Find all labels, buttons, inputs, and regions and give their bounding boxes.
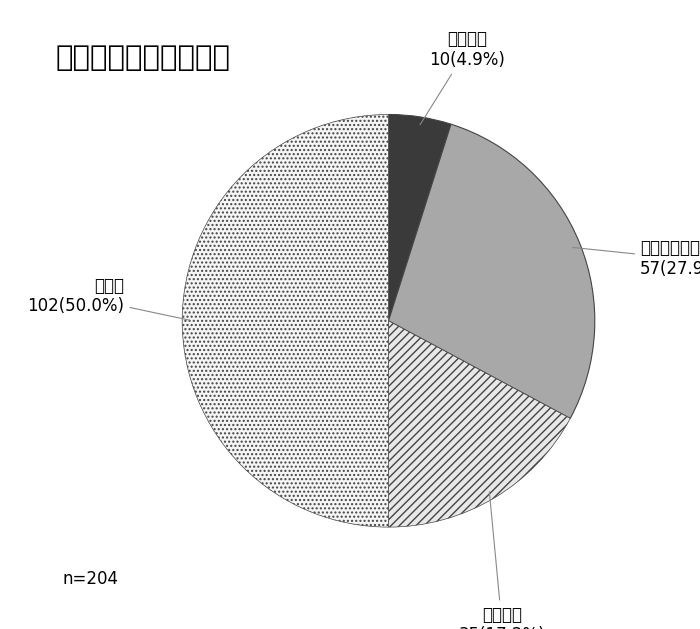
Text: 増加した
35(17.2%): 増加した 35(17.2%) [458,492,545,629]
Text: 軽減した
10(4.9%): 軽減した 10(4.9%) [420,30,505,125]
Text: あまり変化がない
57(27.9%): あまり変化がない 57(27.9%) [573,240,700,278]
Wedge shape [389,124,595,418]
Text: 薬剤師の対人業務時間: 薬剤師の対人業務時間 [56,44,231,72]
Wedge shape [182,114,388,527]
Wedge shape [389,114,451,321]
Text: 無回答
102(50.0%): 無回答 102(50.0%) [27,277,190,320]
Wedge shape [389,321,570,527]
Text: n=204: n=204 [62,570,118,587]
